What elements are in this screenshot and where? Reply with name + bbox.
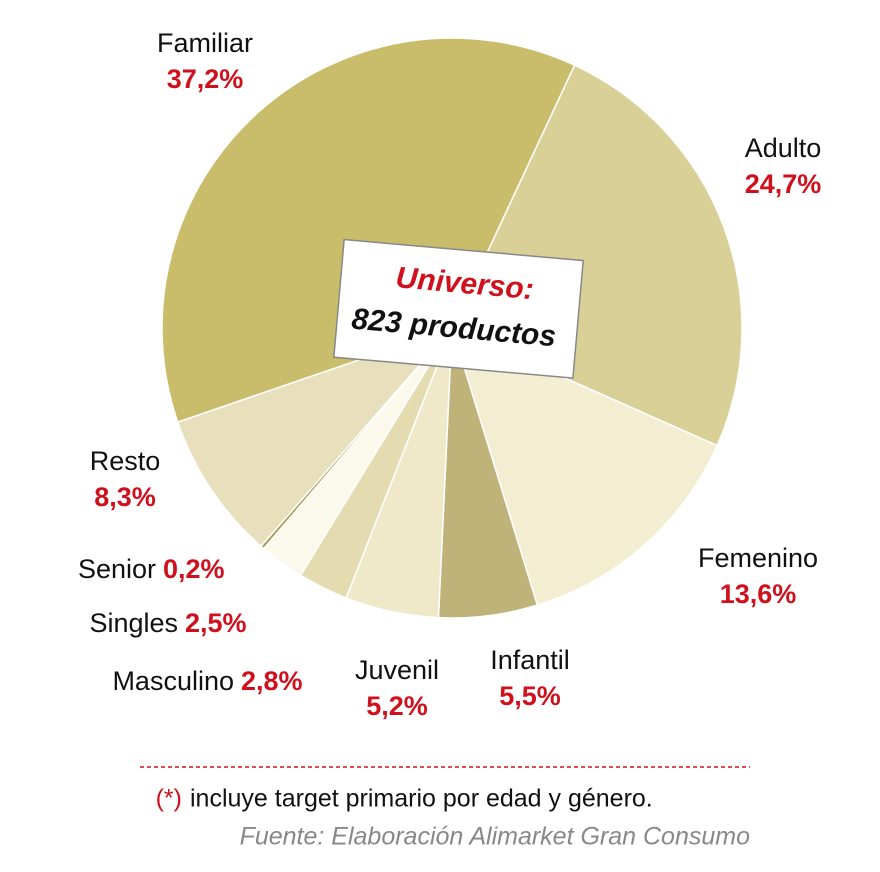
note-marker: (*) bbox=[156, 785, 182, 813]
value-label: 5,2% bbox=[366, 691, 428, 721]
slice-label: Familiar bbox=[157, 28, 253, 58]
value-label: 0,2% bbox=[163, 554, 225, 584]
value-label: 37,2% bbox=[167, 64, 244, 94]
slice-label: Singles bbox=[89, 608, 178, 638]
slice-label: Resto bbox=[90, 446, 161, 476]
slice-label: Senior bbox=[78, 554, 156, 584]
slice-label: Masculino bbox=[112, 666, 234, 696]
slice-label: Infantil bbox=[490, 645, 570, 675]
source: Fuente: Elaboración Alimarket Gran Consu… bbox=[240, 823, 751, 851]
slice-label: Adulto bbox=[745, 133, 822, 163]
pie bbox=[161, 37, 743, 619]
pie-slice bbox=[450, 326, 719, 607]
value-label: 8,3% bbox=[94, 482, 156, 512]
value-label: 13,6% bbox=[720, 579, 797, 609]
value-label: 2,5% bbox=[185, 608, 247, 638]
center-box bbox=[333, 238, 585, 379]
note: incluye target primario por edad y géner… bbox=[190, 785, 653, 813]
value-label: 24,7% bbox=[745, 169, 822, 199]
value-label: 2,8% bbox=[241, 666, 303, 696]
pie-slice bbox=[161, 37, 576, 423]
pie-slice bbox=[176, 326, 455, 548]
value-label: 5,5% bbox=[499, 681, 561, 711]
slice-label: Femenino bbox=[698, 543, 818, 573]
slice-label: Juvenil bbox=[355, 655, 439, 685]
center-label: Universo: 823 productos bbox=[333, 238, 585, 379]
